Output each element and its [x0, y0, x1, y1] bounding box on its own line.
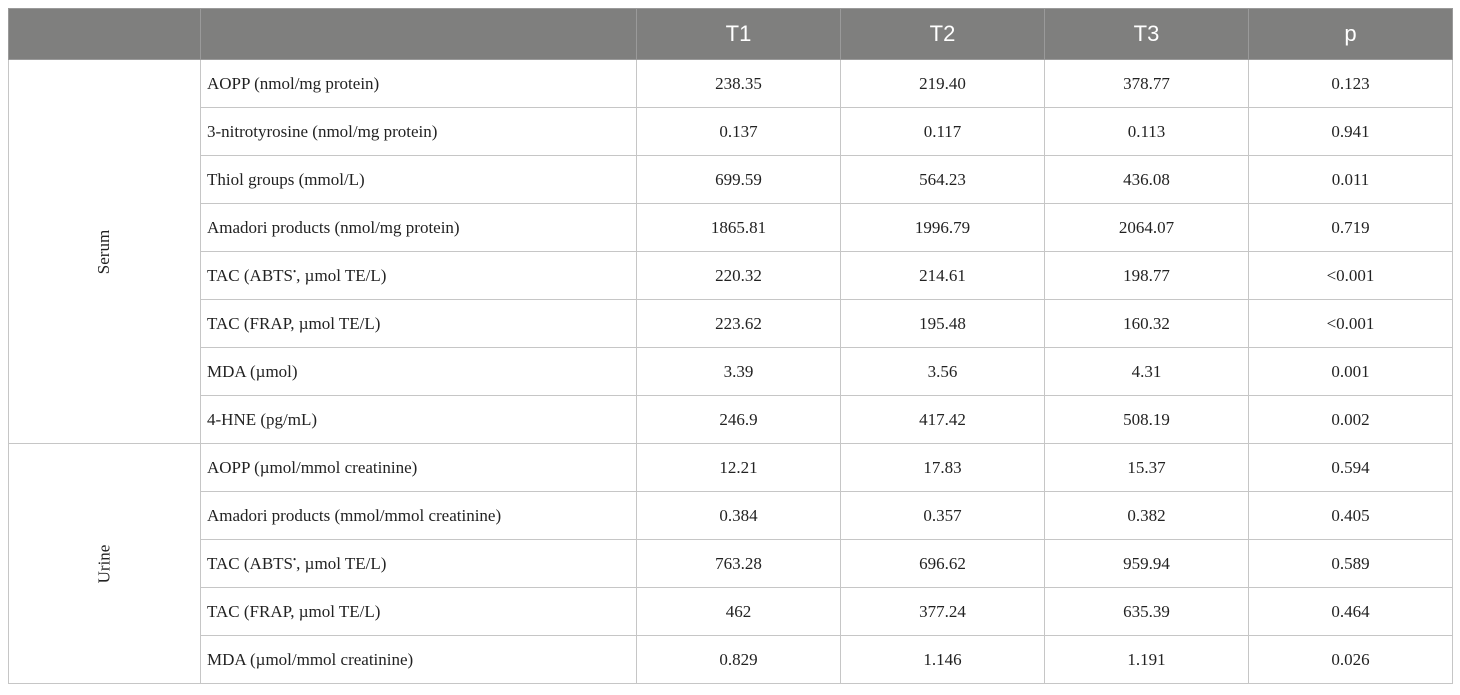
- value-t3: 0.113: [1044, 107, 1249, 156]
- value-t1: 699.59: [636, 155, 841, 204]
- table-row: 4-HNE (pg/mL) 246.9 417.42 508.19 0.002: [9, 395, 1453, 444]
- row-label: AOPP (nmol/mg protein): [200, 59, 637, 108]
- radical-dot: •: [293, 553, 297, 564]
- value-p: 0.941: [1248, 107, 1453, 156]
- value-p: 0.026: [1248, 635, 1453, 684]
- row-label: 4-HNE (pg/mL): [200, 395, 637, 444]
- value-t1: 0.829: [636, 635, 841, 684]
- header-cell-parameter: [200, 8, 637, 60]
- value-t3: 2064.07: [1044, 203, 1249, 252]
- row-label-text: TAC (ABTS: [207, 265, 294, 285]
- table-row: MDA (µmol) 3.39 3.56 4.31 0.001: [9, 347, 1453, 396]
- table-row: Urine AOPP (µmol/mmol creatinine) 12.21 …: [8, 443, 1453, 684]
- value-t2: 696.62: [840, 539, 1045, 588]
- row-label: Amadori products (mmol/mmol creatinine): [200, 491, 637, 540]
- header-cell-p: p: [1248, 8, 1453, 60]
- value-t1: 462: [636, 587, 841, 636]
- row-label-text: TAC (ABTS: [207, 553, 294, 573]
- table-body: Serum AOPP (nmol/mg protein) 238.35 219.…: [8, 59, 1453, 684]
- header-cell-t1: T1: [636, 8, 841, 60]
- row-label: MDA (µmol): [200, 347, 637, 396]
- value-t2: 564.23: [840, 155, 1045, 204]
- value-t2: 1996.79: [840, 203, 1045, 252]
- value-t3: 635.39: [1044, 587, 1249, 636]
- value-p: 0.123: [1248, 59, 1453, 108]
- value-t2: 195.48: [840, 299, 1045, 348]
- data-table: T1 T2 T3 p Serum AOPP (nmol/mg protein) …: [8, 8, 1453, 684]
- group-cell-urine: Urine: [8, 443, 201, 684]
- radical-dot: •: [293, 265, 297, 276]
- value-t1: 0.384: [636, 491, 841, 540]
- row-label: MDA (µmol/mmol creatinine): [200, 635, 637, 684]
- header-cell-group: [8, 8, 201, 60]
- row-label: Amadori products (nmol/mg protein): [200, 203, 637, 252]
- value-p: <0.001: [1248, 299, 1453, 348]
- row-label-text: , µmol TE/L): [296, 265, 387, 285]
- value-t2: 17.83: [840, 443, 1045, 492]
- value-p: 0.594: [1248, 443, 1453, 492]
- group-label: Urine: [94, 544, 114, 583]
- table-row: TAC (ABTS•, µmol TE/L) 763.28 696.62 959…: [9, 539, 1453, 588]
- row-label: TAC (FRAP, µmol TE/L): [200, 299, 637, 348]
- row-label: TAC (ABTS•, µmol TE/L): [200, 539, 637, 588]
- group-cell-serum: Serum: [8, 59, 201, 444]
- value-p: 0.405: [1248, 491, 1453, 540]
- value-t2: 417.42: [840, 395, 1045, 444]
- value-t3: 378.77: [1044, 59, 1249, 108]
- value-t1: 220.32: [636, 251, 841, 300]
- row-label: 3-nitrotyrosine (nmol/mg protein): [200, 107, 637, 156]
- row-label: AOPP (µmol/mmol creatinine): [200, 443, 637, 492]
- header-cell-t3: T3: [1044, 8, 1249, 60]
- value-p: 0.001: [1248, 347, 1453, 396]
- table-row: TAC (FRAP, µmol TE/L) 462 377.24 635.39 …: [9, 587, 1453, 636]
- value-p: <0.001: [1248, 251, 1453, 300]
- value-t2: 3.56: [840, 347, 1045, 396]
- value-t3: 1.191: [1044, 635, 1249, 684]
- value-t1: 1865.81: [636, 203, 841, 252]
- row-label: Thiol groups (mmol/L): [200, 155, 637, 204]
- value-t2: 1.146: [840, 635, 1045, 684]
- value-t1: 763.28: [636, 539, 841, 588]
- group-label: Serum: [94, 229, 114, 274]
- row-label: TAC (FRAP, µmol TE/L): [200, 587, 637, 636]
- value-t2: 219.40: [840, 59, 1045, 108]
- value-p: 0.002: [1248, 395, 1453, 444]
- value-t3: 508.19: [1044, 395, 1249, 444]
- value-t1: 12.21: [636, 443, 841, 492]
- value-t3: 0.382: [1044, 491, 1249, 540]
- value-t1: 0.137: [636, 107, 841, 156]
- table-row: Thiol groups (mmol/L) 699.59 564.23 436.…: [9, 155, 1453, 204]
- header-row: T1 T2 T3 p: [8, 8, 1453, 60]
- value-p: 0.589: [1248, 539, 1453, 588]
- value-t1: 3.39: [636, 347, 841, 396]
- table-row: TAC (FRAP, µmol TE/L) 223.62 195.48 160.…: [9, 299, 1453, 348]
- value-t2: 214.61: [840, 251, 1045, 300]
- table-row: Serum AOPP (nmol/mg protein) 238.35 219.…: [8, 59, 1453, 444]
- value-p: 0.011: [1248, 155, 1453, 204]
- table-row: Amadori products (mmol/mmol creatinine) …: [9, 491, 1453, 540]
- value-t3: 160.32: [1044, 299, 1249, 348]
- table-row: Amadori products (nmol/mg protein) 1865.…: [9, 203, 1453, 252]
- value-t3: 436.08: [1044, 155, 1249, 204]
- value-t2: 0.117: [840, 107, 1045, 156]
- value-t3: 959.94: [1044, 539, 1249, 588]
- value-t1: 238.35: [636, 59, 841, 108]
- value-p: 0.464: [1248, 587, 1453, 636]
- value-t3: 4.31: [1044, 347, 1249, 396]
- value-t1: 246.9: [636, 395, 841, 444]
- table-row: TAC (ABTS•, µmol TE/L) 220.32 214.61 198…: [9, 251, 1453, 300]
- value-t3: 15.37: [1044, 443, 1249, 492]
- value-t2: 377.24: [840, 587, 1045, 636]
- row-label: TAC (ABTS•, µmol TE/L): [200, 251, 637, 300]
- table-row: 3-nitrotyrosine (nmol/mg protein) 0.137 …: [9, 107, 1453, 156]
- value-t3: 198.77: [1044, 251, 1249, 300]
- value-t2: 0.357: [840, 491, 1045, 540]
- row-label-text: , µmol TE/L): [296, 553, 387, 573]
- table-row: MDA (µmol/mmol creatinine) 0.829 1.146 1…: [9, 635, 1453, 684]
- value-t1: 223.62: [636, 299, 841, 348]
- value-p: 0.719: [1248, 203, 1453, 252]
- header-cell-t2: T2: [840, 8, 1045, 60]
